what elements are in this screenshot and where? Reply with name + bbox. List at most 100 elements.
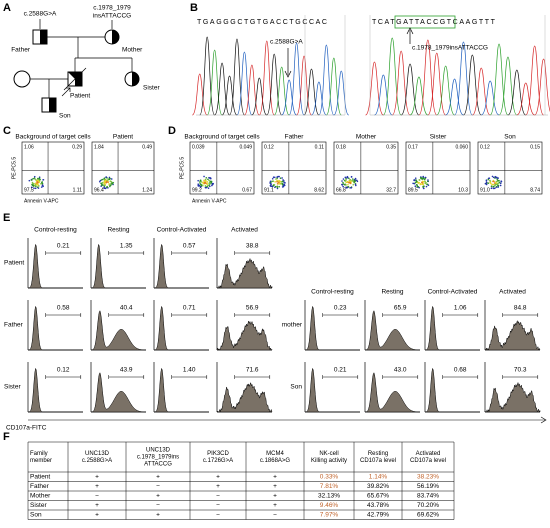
- histogram: [484, 381, 541, 413]
- flow-dot: [353, 181, 356, 183]
- flow-dot: [421, 182, 424, 184]
- trace-peak: [206, 49, 223, 116]
- panel-label: F: [3, 431, 10, 443]
- trace-peak: [365, 61, 384, 116]
- gate-value: 0.71: [183, 305, 196, 312]
- flow-dot: [418, 186, 420, 189]
- flow-dot: [345, 181, 348, 184]
- flow-dot: [37, 181, 39, 184]
- flow-dot: [283, 183, 285, 186]
- sequence: TCATGATTACCGTCAAGTTT: [372, 19, 497, 26]
- flow-dot: [209, 185, 211, 188]
- table-header: ATTACCG: [144, 462, 172, 468]
- flow-dot: [103, 182, 106, 184]
- flow-dot: [109, 184, 112, 187]
- flow-dot: [484, 182, 487, 185]
- flow-dot: [420, 176, 422, 179]
- trace-peak: [191, 73, 208, 116]
- flow-dot: [413, 179, 416, 182]
- flow-dot: [498, 181, 501, 184]
- flow-dot: [425, 185, 428, 188]
- panel-label: C: [3, 125, 11, 137]
- flow-dot: [497, 186, 499, 188]
- flow-dot: [42, 179, 44, 181]
- row-label: Sister: [4, 384, 21, 391]
- histogram: [216, 381, 273, 413]
- flow-dot: [210, 180, 213, 183]
- flow-dot: [413, 182, 416, 185]
- flow-dot: [414, 185, 417, 187]
- flow-dot: [101, 178, 104, 181]
- flow-dot: [200, 181, 203, 183]
- trace-peak: [445, 78, 464, 116]
- column-header: Control-Activated: [428, 289, 478, 296]
- flow-dot: [418, 181, 420, 184]
- gate-value: 0.23: [334, 305, 347, 312]
- flow-dot: [350, 187, 353, 189]
- mutation-label: c.2588G>A: [24, 11, 57, 18]
- flow-dot: [39, 178, 41, 181]
- trace-peak: [481, 80, 500, 116]
- flow-dot: [40, 186, 43, 188]
- histogram: [364, 310, 421, 351]
- mutation-label: insATTACCG: [93, 13, 131, 20]
- flow-dot: [99, 179, 102, 182]
- flow-dot: [490, 182, 492, 185]
- flow-dot: [498, 179, 500, 182]
- column-header: Activated: [231, 227, 258, 234]
- flow-dot: [32, 177, 34, 180]
- flow-dot: [349, 187, 351, 189]
- sequence: TGAGGGCTGTGACCTGCCAC: [197, 19, 329, 26]
- flow-dot: [208, 181, 211, 184]
- flow-dot: [37, 177, 39, 180]
- person-label: Sister: [143, 85, 160, 92]
- trace-peak: [374, 74, 393, 116]
- flow-dot: [278, 183, 281, 185]
- flow-dot: [495, 180, 498, 183]
- flow-dot: [500, 180, 502, 182]
- histogram: [216, 257, 273, 289]
- flow-dot: [276, 187, 279, 190]
- table-cell: Sister: [30, 502, 47, 509]
- flow-dot: [209, 177, 212, 179]
- quadrant-value: 0.049: [239, 144, 252, 150]
- flow-dot: [104, 184, 106, 187]
- quadrant-value: 0.12: [480, 144, 490, 150]
- flow-dot: [276, 179, 279, 182]
- patient-fill: [68, 72, 75, 79]
- table-cell: +: [273, 473, 277, 480]
- flow-dot: [491, 175, 494, 178]
- histogram: [364, 372, 421, 413]
- quadrant-value: 0.67: [242, 187, 252, 193]
- flow-dot: [207, 184, 209, 187]
- flow-dot: [493, 177, 496, 179]
- plot-title: Mother: [356, 134, 377, 141]
- quadrant-value: 8.62: [314, 187, 324, 193]
- flow-dot: [103, 180, 106, 183]
- person-label: Son: [59, 113, 71, 120]
- axis-title: CD107a-FITC: [6, 425, 47, 432]
- gate-value: 1.35: [120, 243, 133, 250]
- quadrant-value: 0.18: [336, 144, 346, 150]
- table-header: c.1978_1979ins: [137, 455, 179, 461]
- mother-fill: [112, 30, 119, 44]
- plot-title: Father: [285, 134, 305, 141]
- table-cell: Patient: [30, 473, 50, 480]
- plot-title: Patient: [113, 134, 133, 141]
- flow-dot: [347, 183, 349, 186]
- flow-dot: [419, 183, 422, 186]
- trace-peak: [296, 55, 312, 116]
- table-cell: 70.20%: [417, 502, 439, 509]
- column-header: Control-resting: [34, 227, 77, 234]
- table-header: Activated: [416, 451, 441, 457]
- flow-dot: [342, 181, 344, 184]
- table-cell: −: [216, 492, 220, 499]
- quadrant-value: 89.5: [408, 187, 418, 193]
- trace-peak: [516, 82, 535, 116]
- flow-dot: [346, 176, 349, 179]
- flow-dot: [349, 178, 351, 181]
- quadrant-value: 0.12: [264, 144, 274, 150]
- panel-label: B: [190, 2, 198, 14]
- flow-dot: [499, 184, 502, 187]
- trace-peak: [251, 77, 268, 116]
